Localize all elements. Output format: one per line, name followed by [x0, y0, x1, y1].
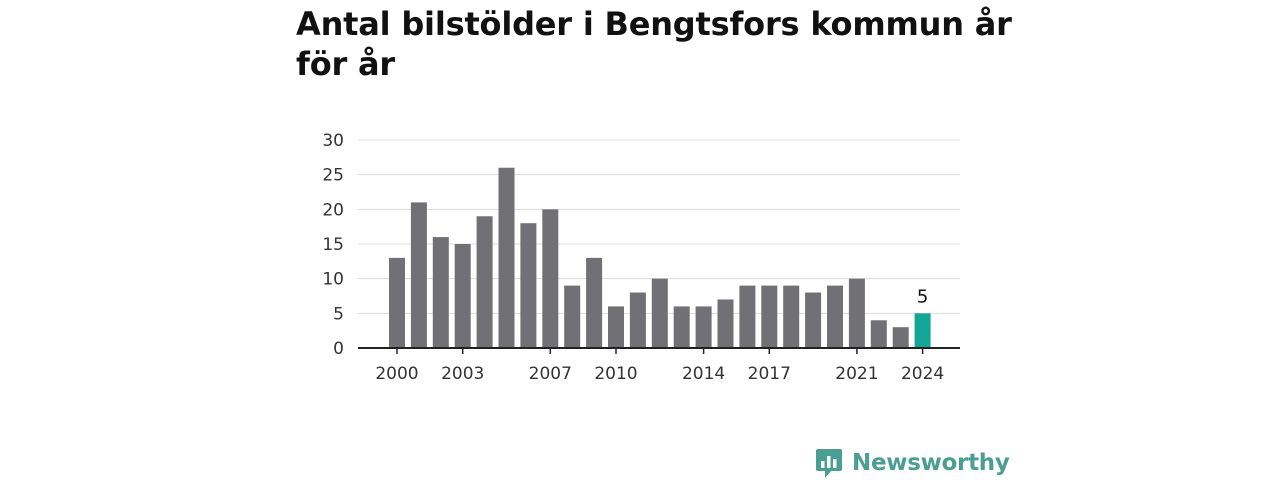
x-axis-tick-labels: 2000 2003 2007 2010 2014 2017 2021 2024	[375, 364, 944, 384]
x-tick-label: 2024	[901, 364, 944, 384]
bar	[892, 327, 909, 348]
bar	[454, 244, 471, 348]
bar	[608, 306, 624, 348]
bar	[564, 285, 581, 348]
y-tick-label: 10	[322, 270, 344, 290]
bar	[520, 223, 537, 348]
x-tick-label: 2021	[835, 364, 878, 384]
y-tick-label: 15	[322, 235, 344, 255]
newsworthy-brand[interactable]: Newsworthy	[815, 446, 1010, 480]
bar	[739, 285, 756, 348]
bar	[542, 209, 559, 348]
bar	[629, 292, 646, 348]
y-tick-label: 20	[322, 200, 344, 220]
x-tick-label: 2003	[441, 364, 484, 384]
brand-name: Newsworthy	[852, 450, 1010, 476]
bar	[410, 202, 427, 348]
bar	[498, 167, 515, 348]
x-tick-label: 2000	[375, 364, 418, 384]
x-tick-label: 2007	[529, 364, 572, 384]
bar	[761, 285, 778, 348]
x-axis	[358, 347, 960, 354]
y-tick-label: 5	[333, 304, 344, 324]
bar	[586, 257, 603, 348]
bar	[805, 292, 822, 348]
x-tick-label: 2017	[748, 364, 791, 384]
x-tick-label: 2014	[682, 364, 725, 384]
bar	[389, 257, 405, 348]
data-label: 5	[917, 286, 928, 307]
bar	[432, 237, 449, 348]
bars	[389, 167, 931, 348]
bar	[783, 285, 800, 348]
y-tick-label: 25	[322, 166, 344, 186]
y-tick-label: 30	[322, 131, 344, 151]
bar-highlight	[914, 313, 931, 348]
bar	[717, 299, 734, 348]
newsworthy-logo-icon	[816, 449, 842, 478]
bar	[827, 285, 843, 348]
bar	[848, 278, 865, 348]
chart-title: Antal bilstölder i Bengtsfors kommun år …	[296, 5, 1012, 83]
bar	[651, 278, 668, 348]
y-axis-tick-labels: 0 5 10 15 20 25 30	[322, 131, 344, 359]
bar	[870, 320, 887, 348]
x-tick-label: 2010	[594, 364, 637, 384]
data-labels: 5	[917, 286, 928, 307]
y-tick-label: 0	[333, 339, 344, 359]
bar	[695, 306, 712, 348]
bar	[476, 216, 493, 348]
bar	[673, 306, 690, 348]
